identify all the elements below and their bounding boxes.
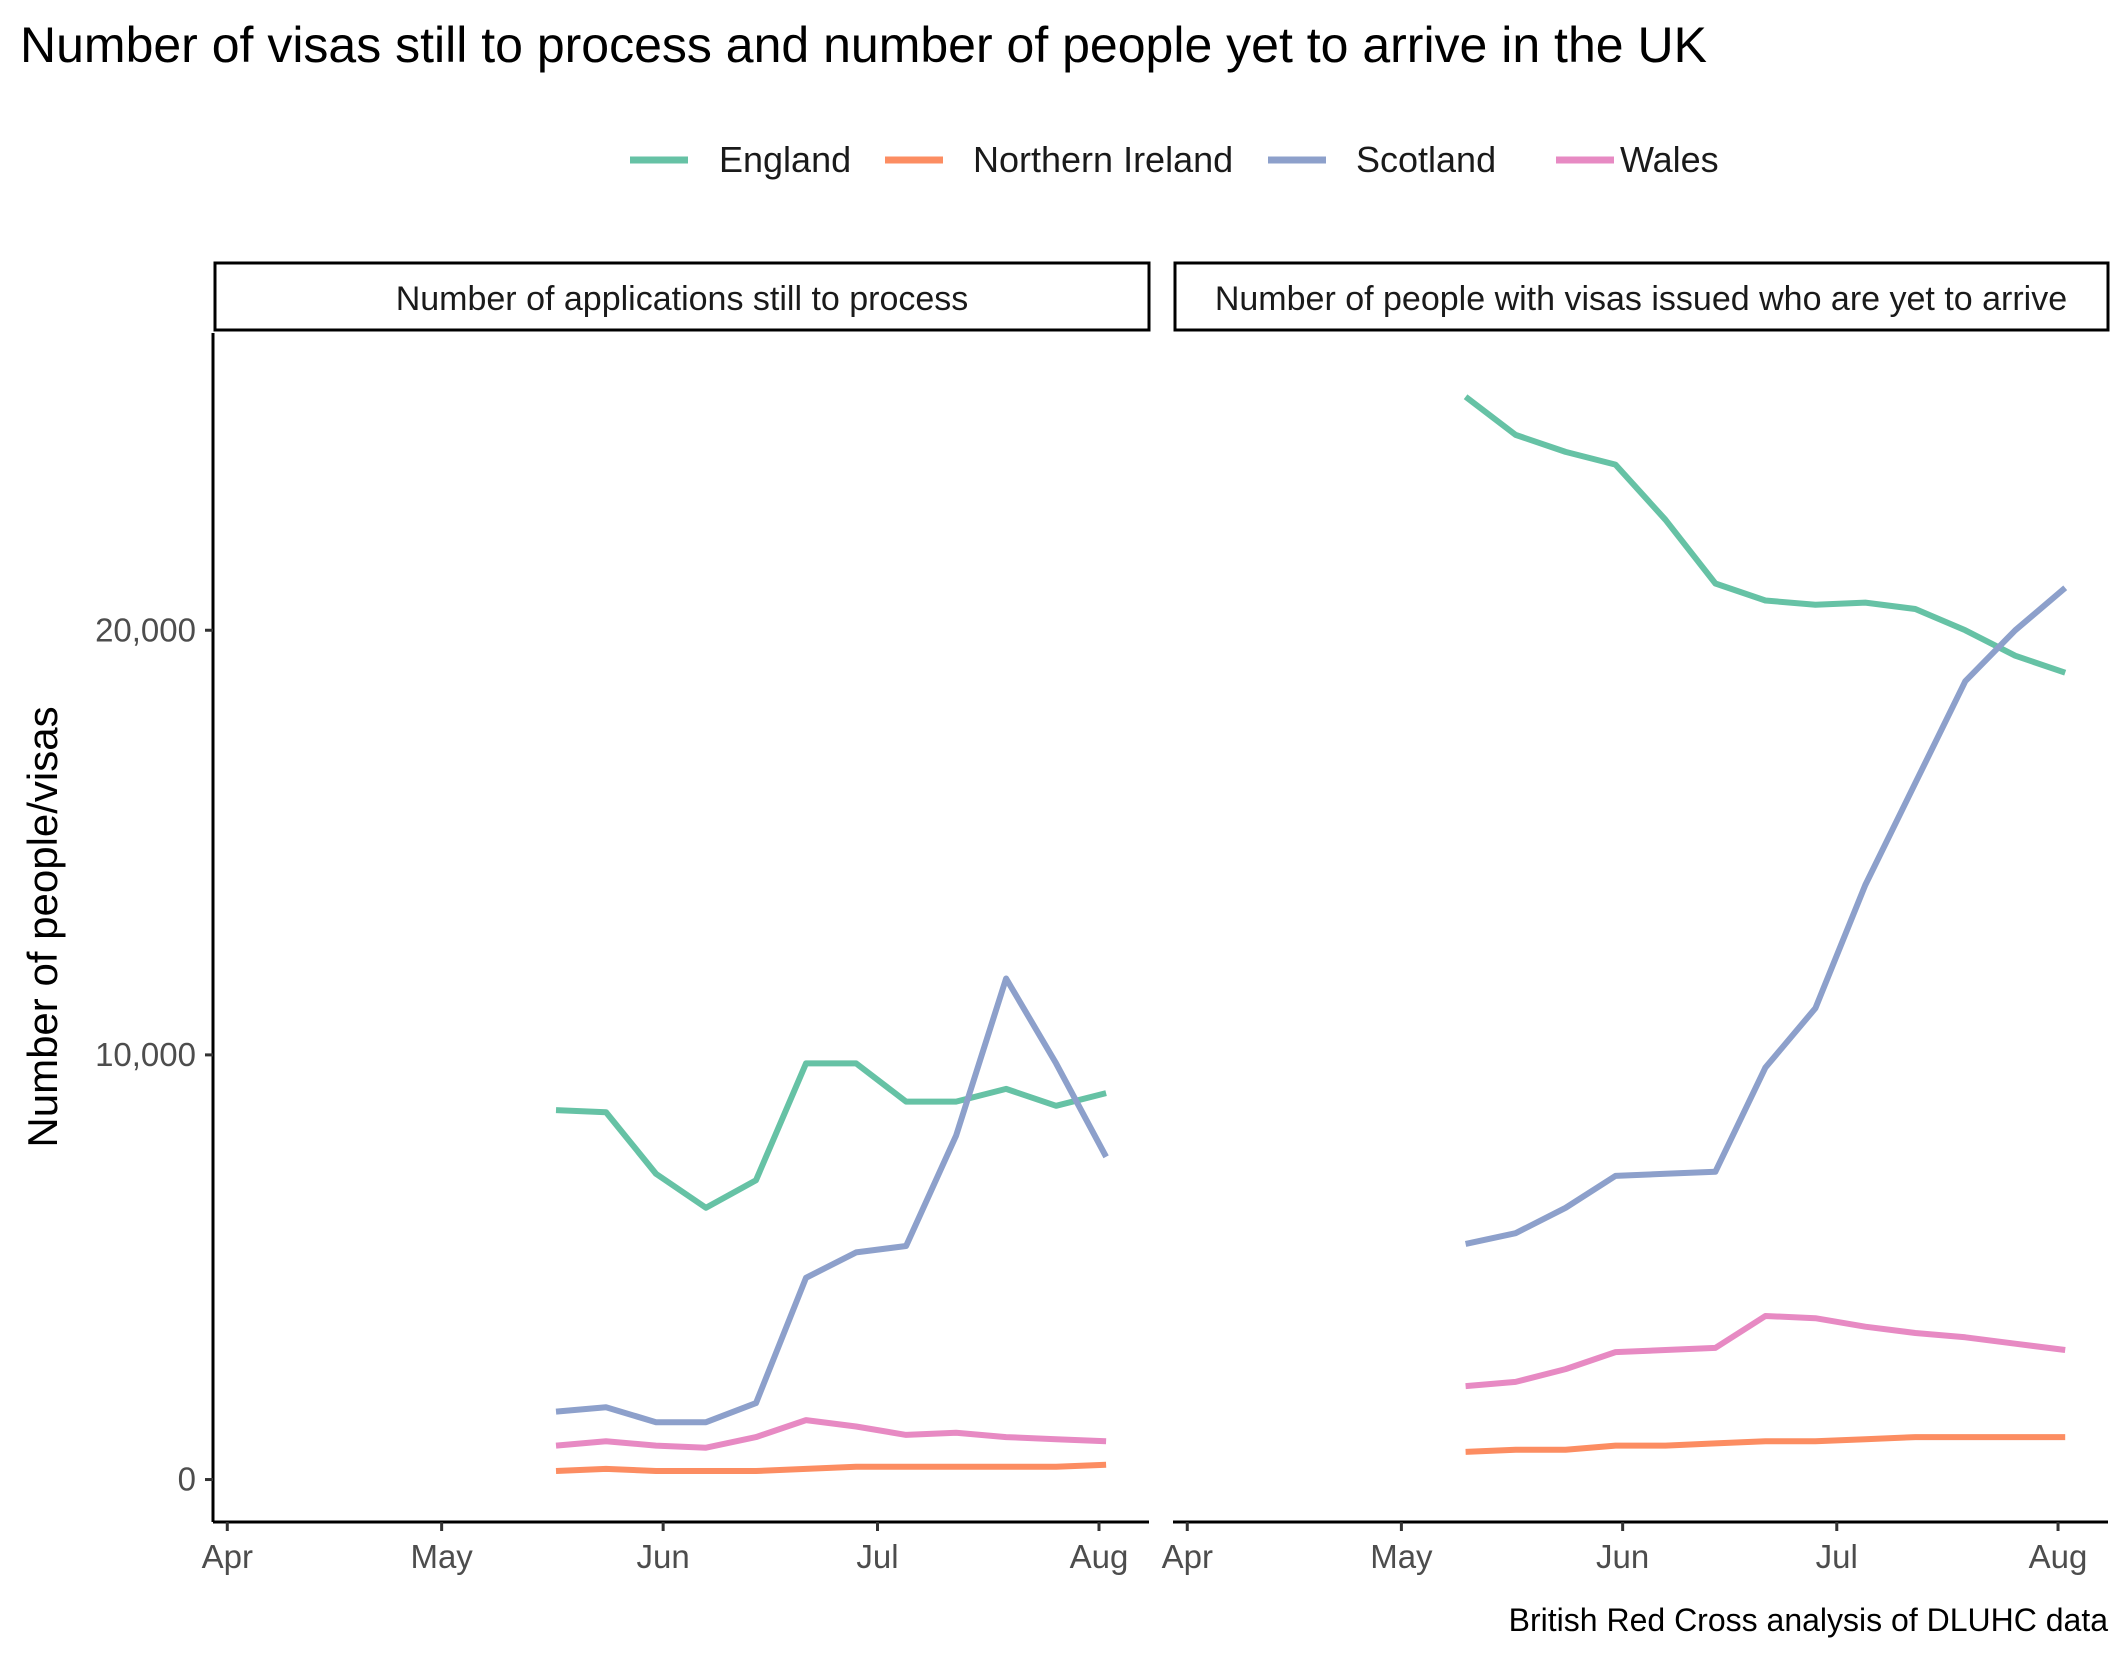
x-tick-label: Jul (856, 1538, 898, 1575)
legend-label-northern-ireland: Northern Ireland (973, 139, 1233, 180)
series-line-wales-yet-to-arrive (1465, 1313, 2066, 1390)
x-tick-label: May (410, 1538, 473, 1575)
x-tick-label: Apr (1162, 1538, 1213, 1575)
series-line-scotland-yet-to-arrive (1464, 585, 2068, 1247)
facet-strip-box (1173, 261, 2110, 332)
series-line-wales-applications (555, 1417, 1107, 1451)
chart-title: Number of visas still to process and num… (20, 17, 1707, 73)
y-tick-label: 0 (178, 1461, 196, 1498)
facet-strip-applications: Number of applications still to process (213, 261, 1151, 332)
x-tick-label: Jun (637, 1538, 690, 1575)
y-tick-label: 20,000 (95, 611, 196, 648)
series-line-scotland-applications (555, 975, 1109, 1426)
legend-label-scotland: Scotland (1356, 139, 1496, 180)
x-tick-label: Aug (2029, 1538, 2088, 1575)
facet-strip-label: Number of people with visas issued who a… (1215, 280, 2067, 318)
y-axis-title: Number of people/visas (19, 706, 66, 1147)
series-line-england-yet-to-arrive (1463, 394, 2067, 676)
series-line-northern-ireland-applications (555, 1461, 1107, 1474)
x-tick-label: Jun (1596, 1538, 1649, 1575)
y-tick-label: 10,000 (95, 1036, 196, 1073)
facet-strip-box (213, 261, 1151, 332)
x-tick-label: Apr (202, 1538, 253, 1575)
facet-strip-label: Number of applications still to process (396, 280, 969, 318)
series-lines (555, 394, 2068, 1474)
x-tick-label: May (1370, 1538, 1433, 1575)
legend-label-england: England (719, 139, 851, 180)
x-ticks: Apr May Jun Jul Aug Apr May Jun Jul Aug (202, 1522, 2088, 1575)
x-tick-label: Aug (1070, 1538, 1129, 1575)
y-ticks: 0 10,000 20,000 (95, 611, 213, 1498)
facet-strip-yet-to-arrive: Number of people with visas issued who a… (1173, 261, 2110, 332)
source-caption: British Red Cross analysis of DLUHC data (1509, 1602, 2109, 1638)
series-line-northern-ireland-yet-to-arrive (1465, 1434, 2066, 1455)
series-line-england-applications (555, 1060, 1107, 1211)
x-tick-label: Jul (1816, 1538, 1858, 1575)
legend: England Northern Ireland Scotland Wales (630, 139, 1719, 180)
legend-label-wales: Wales (1620, 139, 1719, 180)
